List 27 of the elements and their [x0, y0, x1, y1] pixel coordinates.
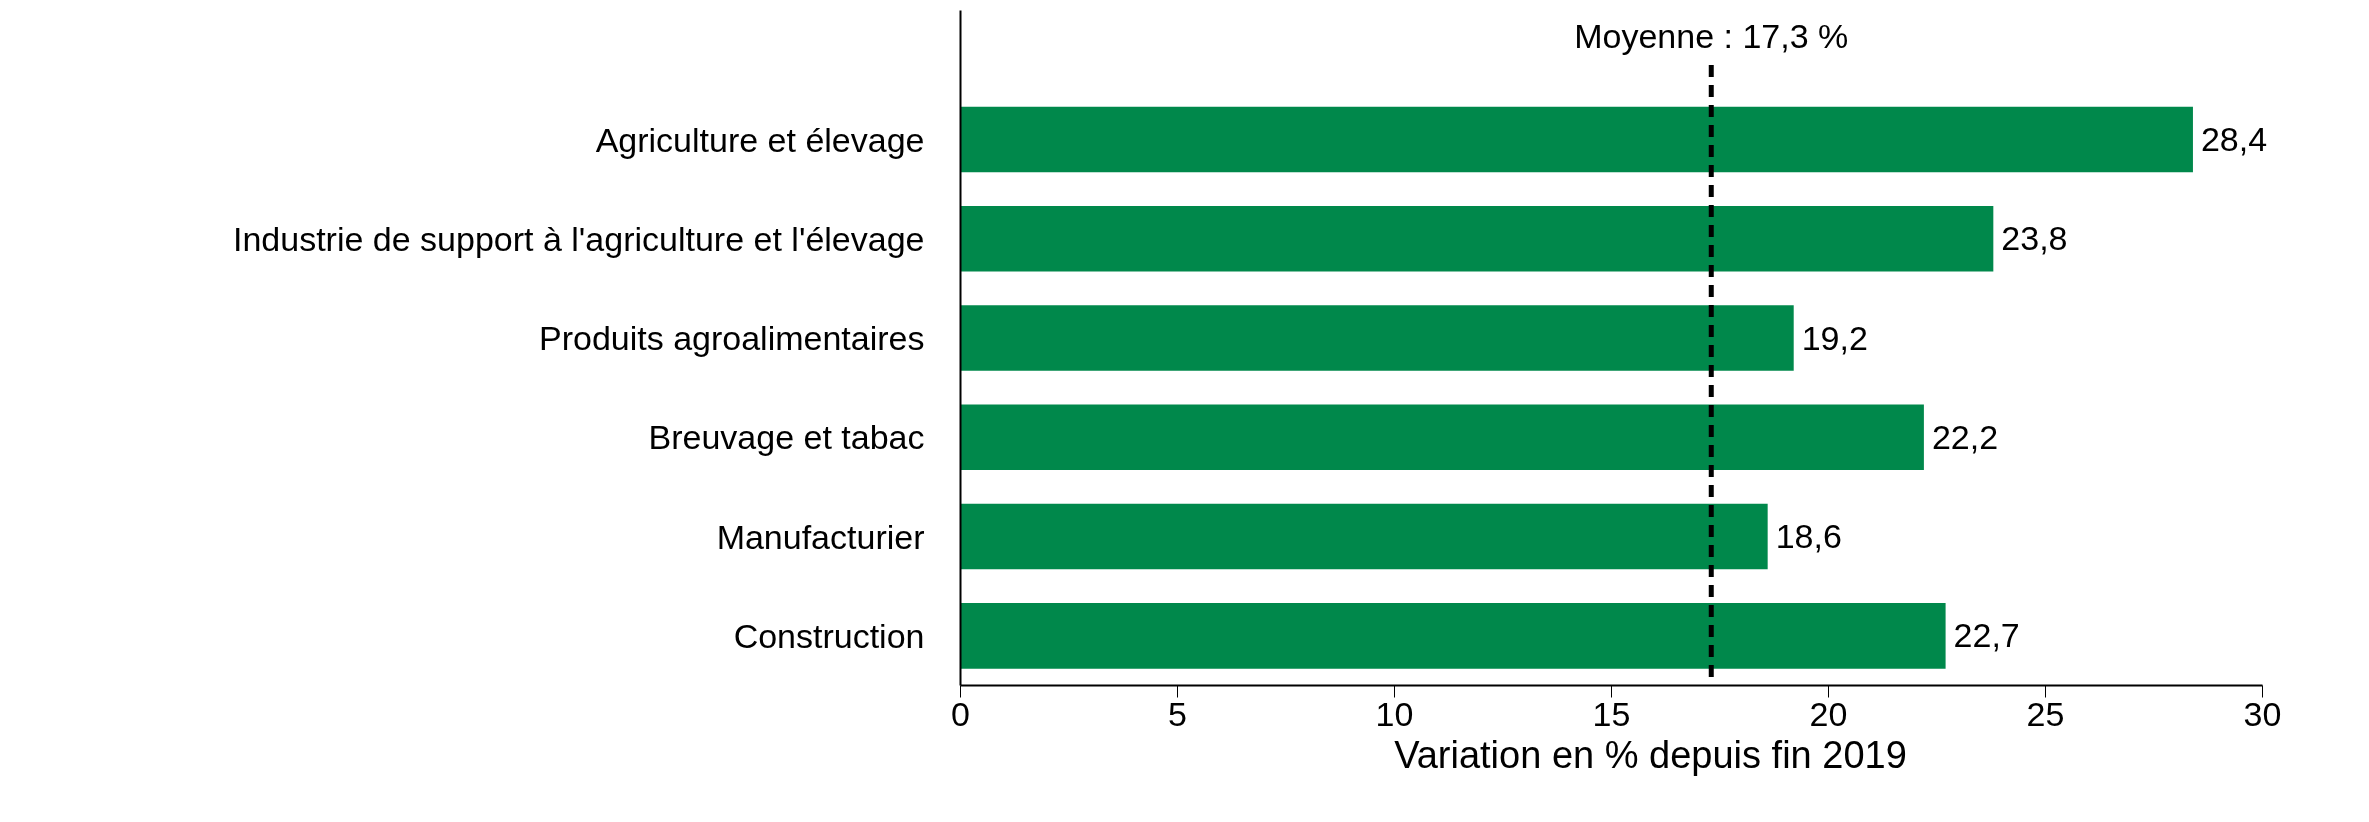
- data-label: 23,8: [2001, 219, 2068, 258]
- x-tick-label: 25: [2026, 694, 2065, 733]
- y-tick-label: Breuvage et tabac: [648, 418, 925, 457]
- x-tick-label: 0: [951, 694, 970, 733]
- data-label: 22,2: [1931, 417, 1999, 456]
- data-label: 18,6: [1775, 517, 1842, 556]
- y-tick-label: Construction: [733, 616, 925, 655]
- x-tick-label: 15: [1592, 694, 1631, 733]
- bar: [960, 206, 1994, 272]
- y-tick-label: Industrie de support à l'agriculture et l'élevage: [233, 219, 925, 258]
- bar: [960, 503, 1768, 570]
- bar: [960, 106, 2193, 173]
- bar: [960, 404, 1924, 471]
- data-label: 28,4: [2200, 120, 2268, 159]
- bar: [960, 603, 1946, 669]
- x-axis-title: Variation en % depuis fin 2019: [1394, 733, 1907, 776]
- y-tick-label: Manufacturier: [716, 517, 925, 556]
- y-tick-label: Agriculture et élevage: [595, 120, 925, 159]
- x-tick-label: 5: [1168, 694, 1187, 733]
- x-tick-label: 10: [1375, 694, 1414, 733]
- data-label: 22,7: [1953, 616, 2020, 655]
- ref-line-label: Moyenne : 17,3 %: [1574, 17, 1849, 56]
- y-tick-label: Produits agroalimentaires: [538, 319, 925, 358]
- x-tick-label: 30: [2243, 694, 2282, 733]
- bar: [960, 305, 1794, 371]
- data-label: 19,2: [1801, 318, 1868, 357]
- x-tick-label: 20: [1809, 694, 1848, 733]
